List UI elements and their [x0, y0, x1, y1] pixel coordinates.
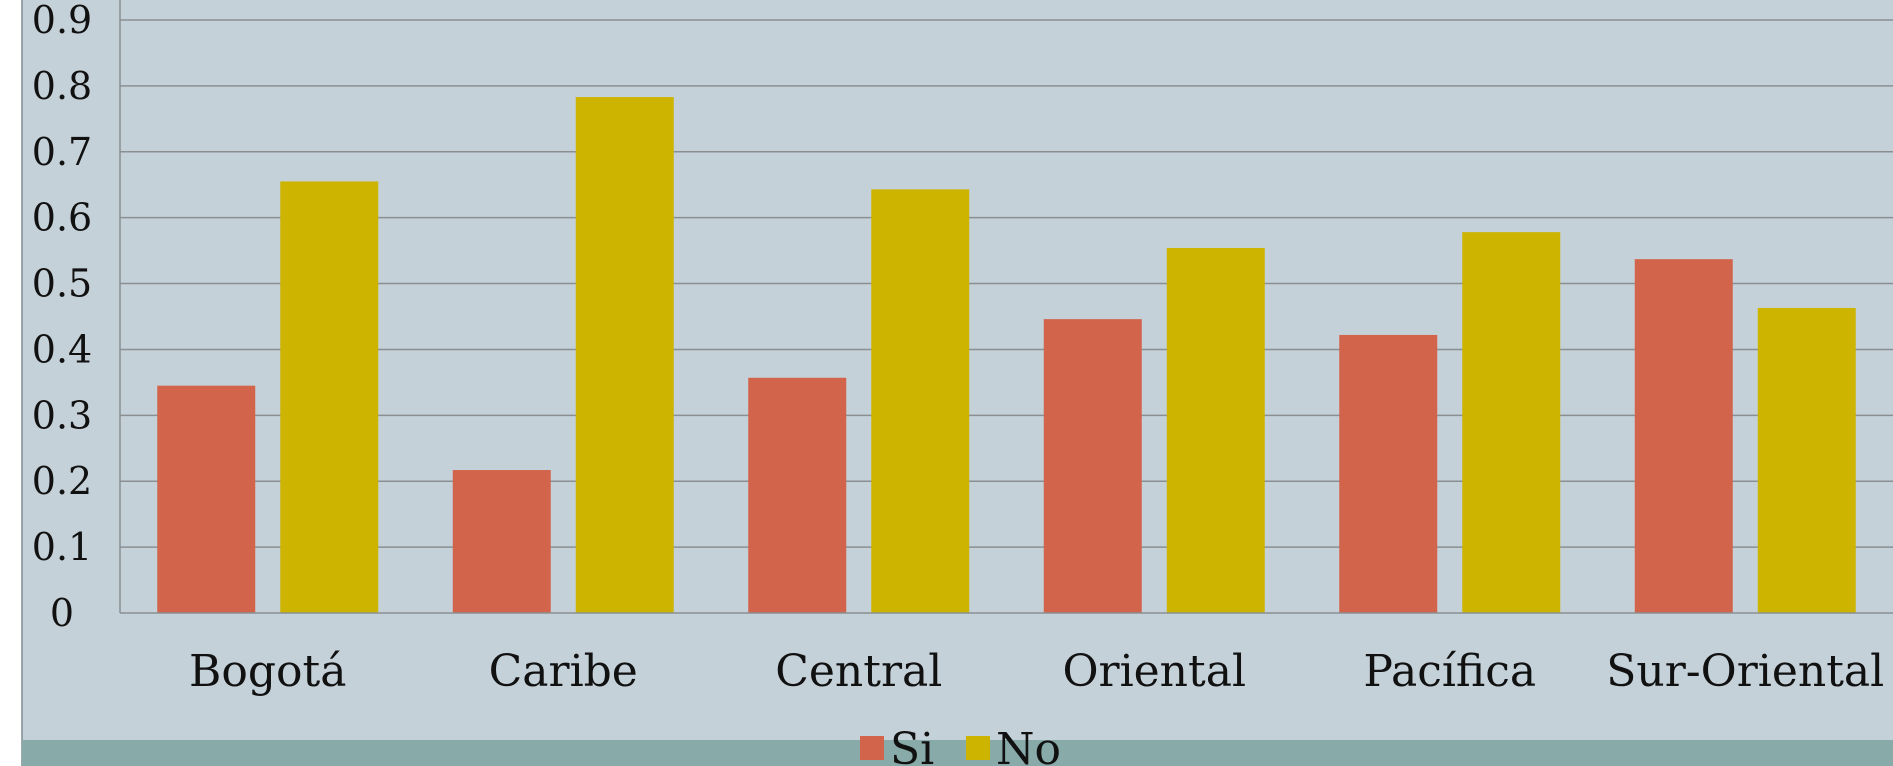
- bar-no-3: [1166, 247, 1265, 613]
- legend-label-si: Si: [890, 724, 934, 766]
- y-tick-label: 0.9: [32, 0, 92, 42]
- y-tick-label: 0.7: [32, 130, 92, 174]
- bar-si-5: [1634, 259, 1733, 613]
- axes: 0 0.1 0.2 0.3 0.4 0.5 0.6 0.7 0.8 0.9 Bogotá Caribe…: [21, 0, 1893, 766]
- legend: Si No: [860, 724, 1061, 766]
- gridlines: [120, 19, 1893, 548]
- y-tick-label: 0.2: [32, 459, 92, 503]
- y-tick-label: 0.1: [32, 525, 92, 569]
- y-tick-label: 0.5: [32, 262, 92, 306]
- legend-swatch-si: [860, 736, 884, 760]
- x-tick-label: Central: [775, 646, 942, 697]
- bar-no-2: [871, 189, 970, 613]
- bar-si-1: [452, 470, 551, 613]
- legend-label-no: No: [996, 724, 1061, 766]
- y-tick-label: 0.6: [32, 196, 92, 240]
- x-tick-label: Oriental: [1062, 646, 1246, 697]
- bars: [157, 97, 1856, 614]
- x-tick-label: Bogotá: [189, 646, 346, 697]
- y-tick-label: 0.4: [32, 327, 92, 371]
- bar-no-1: [575, 97, 674, 614]
- footer-band: [22, 740, 1893, 766]
- x-tick-label: Sur-Oriental: [1606, 646, 1884, 697]
- bar-si-4: [1339, 334, 1438, 613]
- bar-no-4: [1462, 232, 1561, 613]
- x-tick-label: Pacífica: [1363, 646, 1536, 697]
- bar-no-5: [1757, 307, 1856, 613]
- x-tick-label: Caribe: [489, 646, 638, 697]
- bar-si-3: [1043, 319, 1142, 613]
- y-tick-label: 0.3: [32, 393, 92, 437]
- y-tick-label: 0.8: [32, 64, 92, 108]
- bar-si-0: [157, 385, 256, 613]
- legend-swatch-no: [966, 736, 990, 760]
- y-tick-label: 0: [50, 591, 74, 635]
- bar-no-0: [280, 181, 379, 613]
- bar-si-2: [748, 377, 847, 613]
